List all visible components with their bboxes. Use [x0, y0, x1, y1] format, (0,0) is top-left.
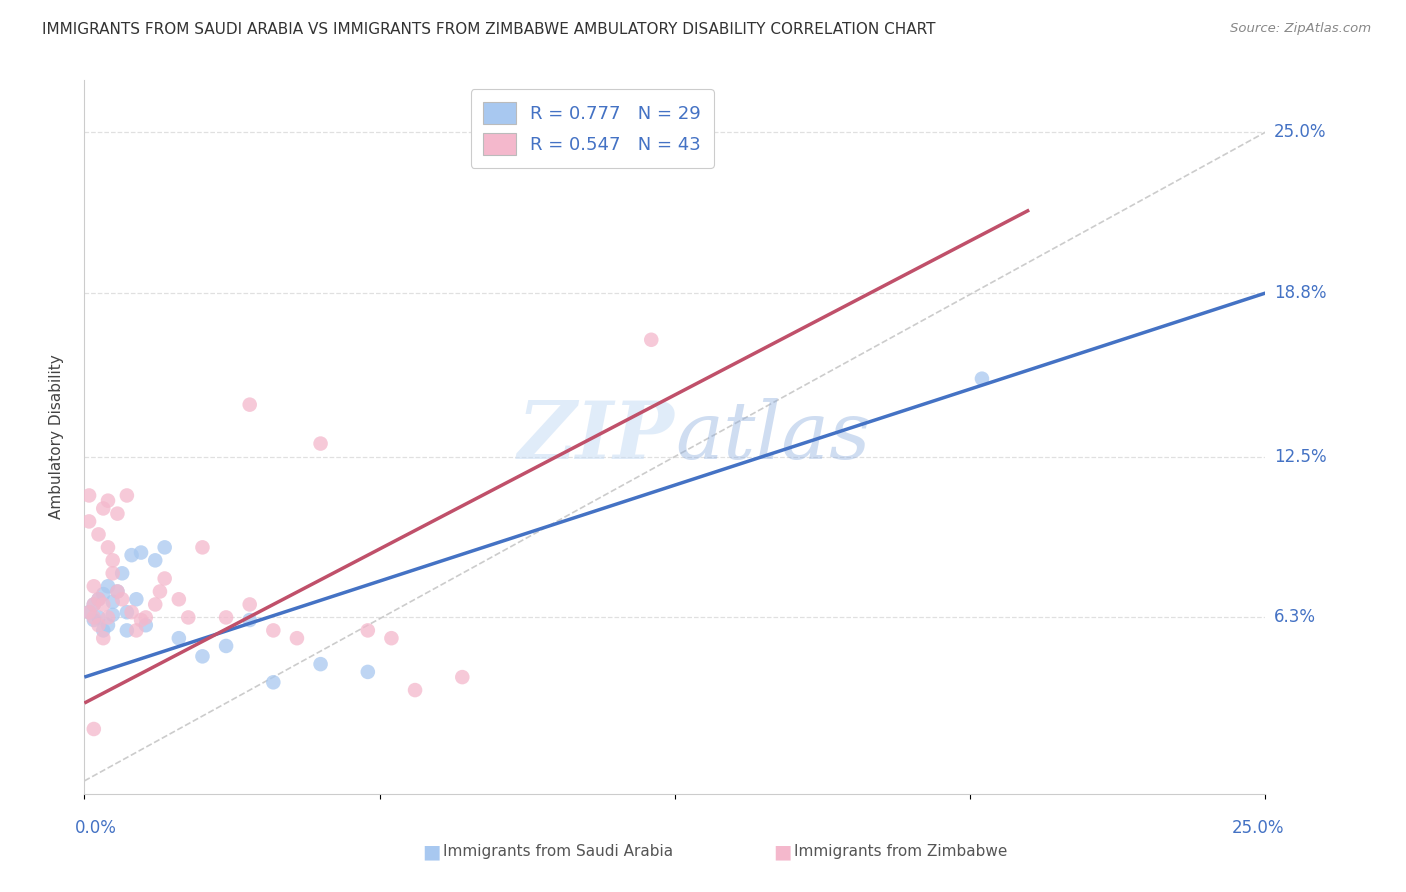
- Point: [87, 592, 110, 607]
- Text: 6.3%: 6.3%: [1274, 608, 1316, 626]
- Text: ■: ■: [773, 842, 792, 862]
- Point: [97, 493, 120, 508]
- Point: [135, 618, 157, 632]
- Point: [83, 598, 105, 612]
- Point: [239, 398, 262, 412]
- Point: [309, 657, 332, 672]
- Point: [91, 501, 114, 516]
- Text: Immigrants from Zimbabwe: Immigrants from Zimbabwe: [794, 845, 1008, 859]
- Point: [143, 553, 166, 567]
- Point: [107, 507, 129, 521]
- Point: [97, 541, 120, 555]
- Text: 12.5%: 12.5%: [1274, 448, 1326, 466]
- Point: [77, 515, 100, 529]
- Point: [167, 592, 190, 607]
- Point: [285, 631, 308, 645]
- Point: [83, 722, 105, 736]
- Point: [404, 683, 426, 698]
- Point: [77, 605, 100, 619]
- Point: [129, 545, 152, 559]
- Point: [191, 541, 214, 555]
- Point: [135, 610, 157, 624]
- Point: [129, 613, 152, 627]
- Point: [309, 436, 332, 450]
- Point: [87, 610, 110, 624]
- Y-axis label: Ambulatory Disability: Ambulatory Disability: [49, 355, 63, 519]
- Point: [125, 624, 148, 638]
- Point: [143, 598, 166, 612]
- Text: ZIP: ZIP: [517, 399, 675, 475]
- Point: [91, 587, 114, 601]
- Point: [91, 631, 114, 645]
- Point: [191, 649, 214, 664]
- Point: [153, 541, 176, 555]
- Point: [91, 624, 114, 638]
- Point: [177, 610, 200, 624]
- Point: [87, 527, 110, 541]
- Point: [451, 670, 474, 684]
- Legend: R = 0.777   N = 29, R = 0.547   N = 43: R = 0.777 N = 29, R = 0.547 N = 43: [471, 89, 714, 168]
- Point: [640, 333, 662, 347]
- Point: [262, 624, 284, 638]
- Text: IMMIGRANTS FROM SAUDI ARABIA VS IMMIGRANTS FROM ZIMBABWE AMBULATORY DISABILITY C: IMMIGRANTS FROM SAUDI ARABIA VS IMMIGRAN…: [42, 22, 935, 37]
- Point: [83, 579, 105, 593]
- Point: [215, 610, 238, 624]
- Point: [87, 618, 110, 632]
- Text: Source: ZipAtlas.com: Source: ZipAtlas.com: [1230, 22, 1371, 36]
- Point: [97, 610, 120, 624]
- Point: [101, 566, 124, 581]
- Point: [167, 631, 190, 645]
- Point: [121, 605, 143, 619]
- Text: 18.8%: 18.8%: [1274, 284, 1326, 302]
- Point: [83, 610, 105, 624]
- Point: [380, 631, 402, 645]
- Point: [239, 613, 262, 627]
- Point: [149, 584, 172, 599]
- Text: ■: ■: [422, 842, 440, 862]
- Point: [77, 488, 100, 502]
- Point: [107, 584, 129, 599]
- Point: [107, 584, 129, 599]
- Point: [91, 598, 114, 612]
- Point: [97, 618, 120, 632]
- Point: [111, 566, 134, 581]
- Point: [121, 548, 143, 562]
- Point: [262, 675, 284, 690]
- Point: [83, 613, 105, 627]
- Point: [83, 598, 105, 612]
- Text: 0.0%: 0.0%: [75, 819, 117, 837]
- Text: 25.0%: 25.0%: [1274, 123, 1326, 141]
- Point: [87, 592, 110, 607]
- Text: 25.0%: 25.0%: [1232, 819, 1285, 837]
- Point: [77, 605, 100, 619]
- Point: [125, 592, 148, 607]
- Point: [101, 595, 124, 609]
- Point: [357, 624, 380, 638]
- Point: [115, 488, 138, 502]
- Point: [970, 372, 993, 386]
- Point: [101, 553, 124, 567]
- Point: [115, 624, 138, 638]
- Point: [215, 639, 238, 653]
- Point: [239, 598, 262, 612]
- Point: [115, 605, 138, 619]
- Point: [153, 572, 176, 586]
- Point: [111, 592, 134, 607]
- Point: [357, 665, 380, 679]
- Point: [101, 607, 124, 622]
- Point: [97, 579, 120, 593]
- Text: Immigrants from Saudi Arabia: Immigrants from Saudi Arabia: [443, 845, 673, 859]
- Text: atlas: atlas: [675, 399, 870, 475]
